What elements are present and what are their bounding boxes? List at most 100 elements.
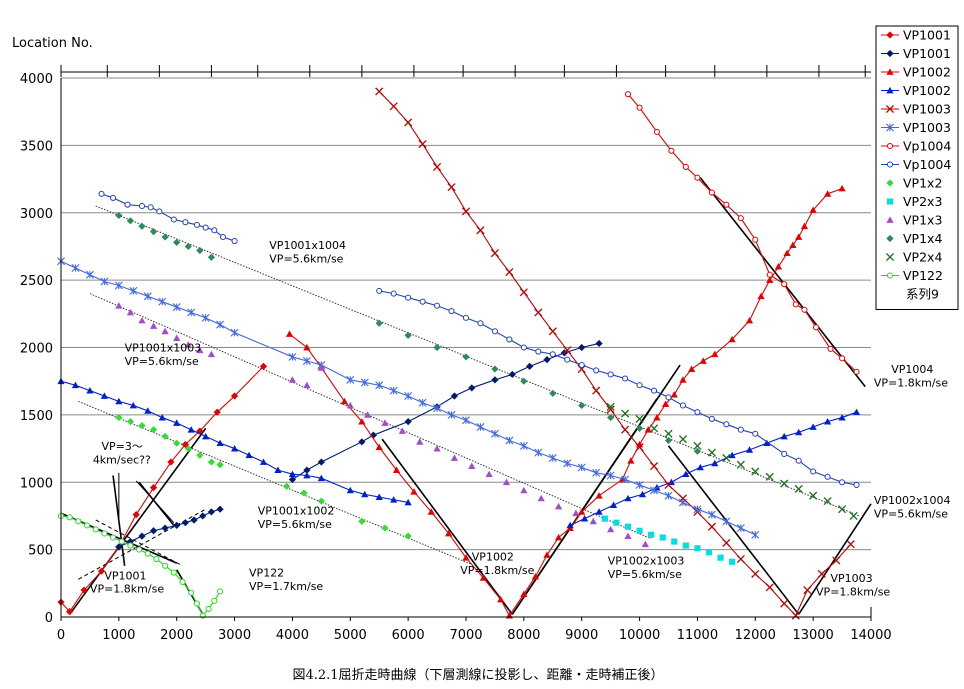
legend-entry: VP1x4 <box>886 231 942 246</box>
annotation-label: VP=1.8km/se <box>460 564 534 577</box>
data-point <box>381 419 389 426</box>
data-point <box>670 391 678 398</box>
y-tick-label: 500 <box>28 544 53 559</box>
data-point <box>369 431 378 439</box>
data-point <box>447 410 456 419</box>
data-point <box>346 375 355 384</box>
data-point <box>694 409 701 416</box>
y-tick-label: 3500 <box>20 139 53 154</box>
data-point <box>405 294 412 301</box>
data-point <box>187 426 195 433</box>
data-point <box>537 494 545 502</box>
data-point <box>490 249 499 258</box>
data-point <box>886 49 894 58</box>
data-point <box>823 497 832 506</box>
x-tick-label: 6000 <box>392 628 425 643</box>
data-point <box>839 479 846 486</box>
data-point <box>259 458 268 465</box>
data-point <box>708 189 715 196</box>
fit-line <box>511 364 681 615</box>
data-point-stroke <box>433 162 442 171</box>
legend-label: VP1x4 <box>903 231 942 246</box>
data-point <box>468 462 476 469</box>
data-point <box>800 222 809 230</box>
data-point <box>606 405 615 414</box>
data-point <box>490 429 499 438</box>
series-vp1003-5 <box>57 257 760 539</box>
data-point <box>161 233 169 241</box>
data-point <box>682 542 689 549</box>
data-point <box>757 292 765 300</box>
fit-line <box>667 445 800 615</box>
data-point <box>592 386 601 395</box>
data-point <box>809 491 818 500</box>
data-point <box>780 432 788 440</box>
data-point-stroke <box>751 569 760 578</box>
data-point <box>404 418 412 426</box>
data-point <box>468 384 476 392</box>
data-point-stroke <box>885 104 895 114</box>
data-point <box>375 493 383 500</box>
data-point <box>83 522 91 529</box>
gridlines <box>61 77 871 551</box>
data-point <box>789 241 797 248</box>
data-point <box>126 217 135 225</box>
data-point <box>508 370 516 379</box>
data-point <box>381 524 389 532</box>
data-point-stroke <box>389 102 398 111</box>
data-point <box>167 458 175 466</box>
x-tick-label: 11000 <box>677 628 718 643</box>
data-point <box>824 190 832 197</box>
data-point <box>66 514 73 521</box>
data-point <box>230 444 239 452</box>
data-point-stroke <box>606 402 615 411</box>
data-point-stroke <box>765 583 774 592</box>
data-point <box>199 512 207 520</box>
data-point-stroke <box>832 556 841 565</box>
data-point <box>621 425 630 434</box>
data-point <box>699 357 707 364</box>
data-point <box>682 470 690 478</box>
data-point <box>358 438 366 446</box>
data-point <box>751 467 760 476</box>
data-point <box>433 444 441 452</box>
data-point <box>520 377 528 385</box>
data-point-stroke <box>490 249 499 258</box>
series-line <box>627 93 857 373</box>
x-tick-label: 10000 <box>619 628 660 643</box>
series-vp1004-7 <box>98 190 860 488</box>
data-point <box>664 436 673 445</box>
data-point <box>751 569 760 578</box>
data-point <box>485 470 493 478</box>
annotation-label: VP1002x1004 <box>874 494 951 507</box>
data-point <box>621 409 630 418</box>
data-point <box>303 471 311 479</box>
data-point <box>184 444 192 453</box>
data-point <box>801 306 808 313</box>
data-point <box>549 351 556 358</box>
data-point <box>149 322 158 329</box>
fit-line <box>69 427 207 615</box>
data-point <box>201 313 210 322</box>
data-point-stroke <box>794 484 803 494</box>
data-point <box>885 104 895 114</box>
data-point <box>886 234 894 243</box>
data-point <box>886 86 894 94</box>
data-point <box>358 517 366 525</box>
data-point <box>126 308 135 316</box>
series-line <box>378 91 852 617</box>
data-point <box>136 546 143 553</box>
data-point <box>92 526 99 533</box>
data-point <box>705 549 713 556</box>
data-point <box>217 588 224 595</box>
data-point <box>849 511 858 520</box>
data-point <box>765 472 774 481</box>
legend-label: VP1001 <box>903 28 951 43</box>
annotation-label: VP=1.8km/se <box>874 377 948 390</box>
data-point <box>653 413 661 421</box>
data-point-stroke <box>849 511 858 520</box>
data-point <box>682 163 689 170</box>
data-point <box>138 202 146 210</box>
data-point <box>763 439 771 447</box>
